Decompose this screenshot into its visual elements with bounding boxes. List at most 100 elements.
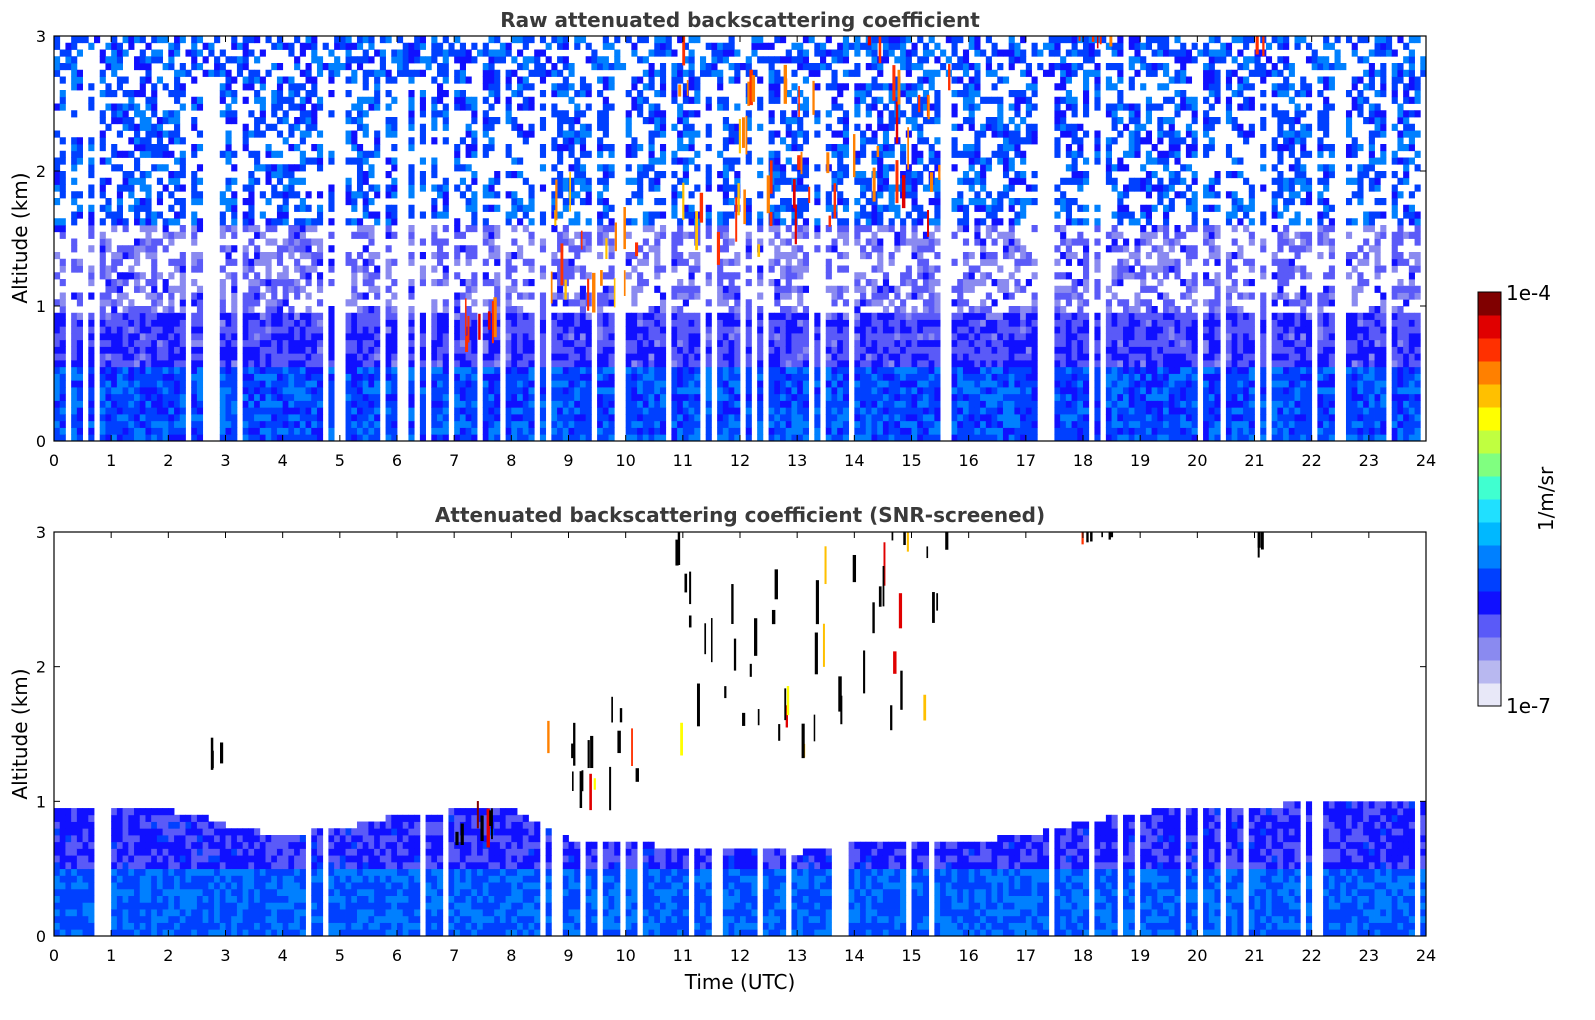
heatmap-cell — [900, 380, 907, 388]
heatmap-cell — [802, 407, 809, 415]
heatmap-cell — [797, 414, 804, 422]
heatmap-cell — [882, 184, 890, 192]
heatmap-cell — [254, 245, 261, 253]
heatmap-cell — [282, 110, 289, 118]
heatmap-cell — [282, 360, 289, 368]
heatmap-cell — [734, 191, 741, 199]
heatmap-cell — [374, 420, 381, 428]
heatmap-cell — [865, 218, 872, 226]
heatmap-cell — [374, 387, 381, 395]
heatmap-cell — [431, 306, 438, 314]
heatmap-cell — [528, 265, 535, 273]
heatmap-cell — [288, 184, 295, 192]
heatmap-cell — [362, 211, 369, 219]
heatmap-cell — [242, 63, 249, 71]
heatmap-cell — [282, 42, 289, 50]
heatmap-cell — [848, 42, 855, 50]
heatmap-cell — [854, 63, 861, 71]
heatmap-cell — [597, 150, 604, 158]
heatmap-cell — [814, 319, 821, 327]
heatmap-cell — [780, 339, 787, 347]
heatmap-cell — [597, 400, 604, 408]
heatmap-cell — [768, 56, 775, 64]
heatmap-cell — [694, 360, 701, 368]
heatmap-cell — [145, 144, 152, 152]
heatmap-cell — [688, 191, 695, 199]
heatmap-cell — [368, 414, 375, 422]
heatmap-cell — [265, 299, 272, 307]
heatmap-cell — [431, 137, 438, 145]
heatmap-cell — [671, 346, 678, 354]
heatmap-cell — [911, 393, 918, 401]
heatmap-cell — [397, 69, 404, 77]
heatmap-cell — [728, 42, 735, 50]
heatmap-cell — [482, 83, 489, 91]
heatmap-cell — [196, 380, 204, 388]
heatmap-cell — [219, 49, 226, 57]
heatmap-cell — [785, 339, 792, 347]
heatmap-cell — [111, 414, 118, 422]
heatmap-cell — [900, 333, 907, 341]
heatmap-cell — [494, 387, 501, 395]
heatmap-cell — [345, 353, 352, 361]
heatmap-cell — [276, 366, 284, 374]
heatmap-cell — [911, 150, 918, 158]
heatmap-cell — [774, 56, 781, 64]
heatmap-cell — [265, 69, 272, 77]
heatmap-cell — [162, 312, 169, 320]
heatmap-cell — [797, 90, 804, 98]
heatmap-cell — [305, 76, 312, 84]
heatmap-cell — [865, 420, 872, 428]
heatmap-cell — [305, 36, 312, 44]
heatmap-cell — [196, 49, 204, 57]
heatmap-cell — [134, 90, 141, 98]
heatmap-cell — [442, 90, 449, 98]
heatmap-cell — [911, 420, 918, 428]
heatmap-cell — [151, 333, 158, 341]
heatmap-cell — [557, 339, 564, 347]
heatmap-cell — [745, 312, 752, 320]
heatmap-cell — [437, 42, 444, 50]
heatmap-cell — [328, 366, 335, 374]
heatmap-cell — [419, 123, 426, 131]
heatmap-cell — [659, 76, 667, 84]
heatmap-cell — [734, 171, 741, 179]
heatmap-cell — [528, 319, 535, 327]
heatmap-cell — [134, 144, 141, 152]
heatmap-cell — [231, 164, 238, 172]
heatmap-cell — [522, 400, 529, 408]
heatmap-cell — [219, 387, 226, 395]
heatmap-cell — [688, 414, 695, 422]
heatmap-cell — [568, 434, 575, 442]
heatmap-cell — [654, 380, 661, 388]
heatmap-cell — [557, 177, 564, 185]
heatmap-cell — [442, 407, 449, 415]
heatmap-cell — [791, 326, 798, 334]
heatmap-cell — [242, 299, 249, 307]
heatmap-cell — [442, 319, 449, 327]
heatmap-cell — [54, 366, 61, 374]
heatmap-cell — [877, 164, 884, 172]
heatmap-cell — [842, 130, 850, 138]
heatmap-cell — [797, 339, 804, 347]
heatmap-cell — [494, 279, 501, 287]
heatmap-cell — [882, 373, 890, 381]
heatmap-cell — [837, 265, 844, 273]
heatmap-cell — [871, 103, 878, 111]
heatmap-cell — [305, 346, 312, 354]
heatmap-cell — [711, 69, 718, 77]
heatmap-cell — [659, 292, 667, 300]
heatmap-cell — [162, 393, 169, 401]
heatmap-cell — [539, 292, 547, 300]
heatmap-cell — [745, 333, 752, 341]
heatmap-cell — [631, 42, 638, 50]
heatmap-cell — [888, 218, 895, 226]
heatmap-cell — [59, 319, 66, 327]
heatmap-cell — [517, 400, 524, 408]
heatmap-cell — [482, 333, 489, 341]
heatmap-cell — [362, 83, 369, 91]
heatmap-cell — [659, 400, 667, 408]
heatmap-cell — [134, 339, 141, 347]
heatmap-cell — [825, 36, 832, 44]
heatmap-cell — [888, 42, 895, 50]
